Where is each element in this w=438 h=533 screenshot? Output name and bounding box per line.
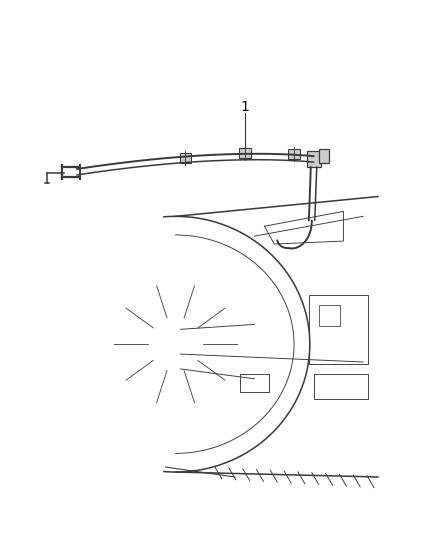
Bar [314,374,368,399]
Bar [288,149,300,159]
Bar [240,374,269,392]
Bar [180,153,191,163]
Bar [307,151,321,167]
Bar [239,148,251,158]
Bar [309,295,368,364]
Text: 1: 1 [240,100,249,114]
Bar [319,149,328,163]
Bar [319,304,340,326]
